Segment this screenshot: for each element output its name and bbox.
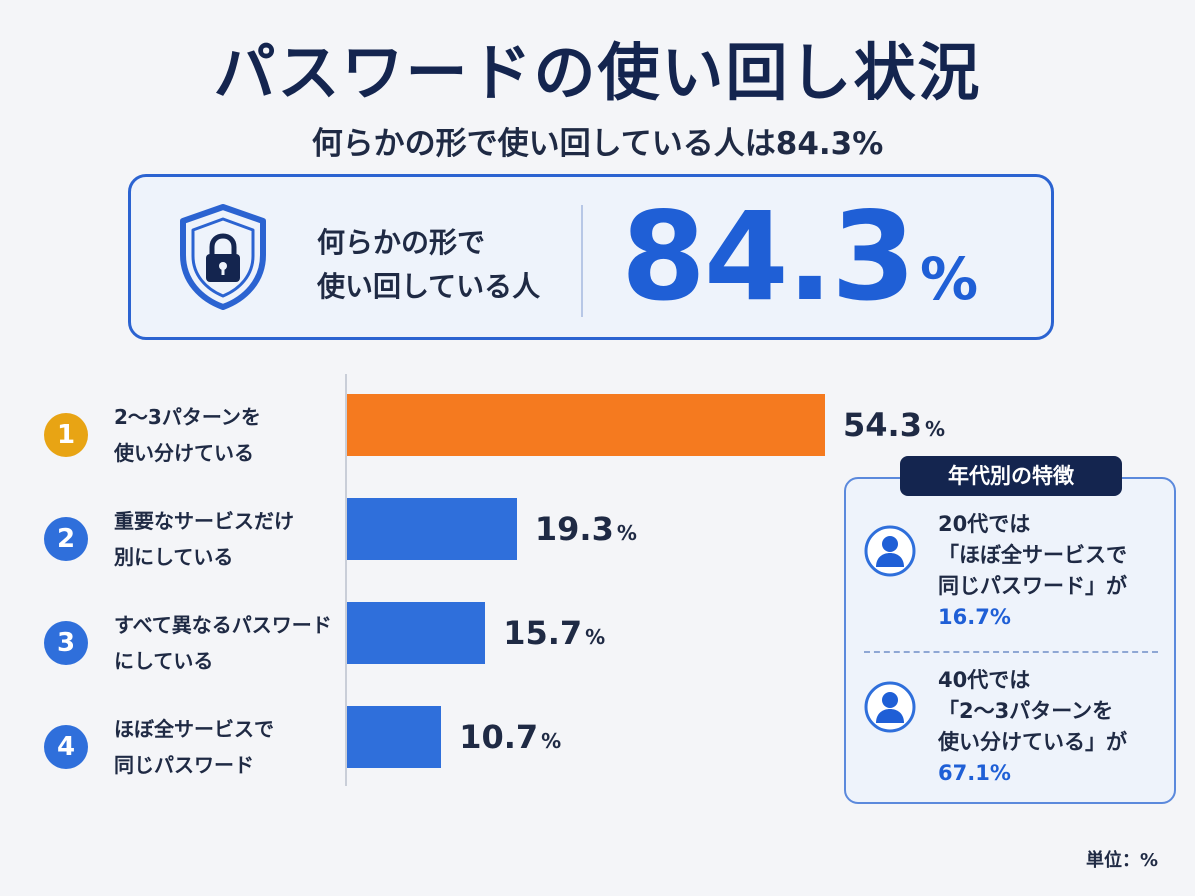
category-label: 重要なサービスだけ 別にしている <box>114 503 344 575</box>
age-feature-stat: 67.1% <box>938 761 1011 785</box>
side-divider <box>864 651 1158 653</box>
summary-value: 84.3% <box>621 186 978 349</box>
category-label: すべて異なるパスワード にしている <box>114 607 344 679</box>
age-features-panel: 20代では「ほぼ全サービスで 同じパスワード」が 16.7% 40代では「2～3パター… <box>844 477 1176 804</box>
age-feature-line2: 「ほぼ全サービスで <box>938 543 1127 567</box>
age-feature-line3: 使い分けている」が <box>938 730 1127 754</box>
chart-axis-line <box>345 374 347 786</box>
category-label: 2～3パターンを 使い分けている <box>114 399 344 471</box>
rank-badge: 4 <box>44 725 88 769</box>
rank-badge: 3 <box>44 621 88 665</box>
age-feature-text: 40代では「2～3パターンを 使い分けている」が 67.1% <box>938 665 1168 789</box>
bar <box>347 498 517 560</box>
value-unit: % <box>616 521 637 545</box>
unit-note: 単位：% <box>1086 850 1159 871</box>
bar-chart: 1 2～3パターンを 使い分けている 54.3% 2 重要なサービスだけ 別にしている 19.… <box>0 372 1195 792</box>
summary-label-line2: 使い回している人 <box>317 270 541 303</box>
value-unit: % <box>924 417 945 441</box>
shield-lock-icon <box>180 204 266 310</box>
summary-card: 何らかの形で 使い回している人 84.3% <box>128 174 1054 340</box>
category-label-line1: ほぼ全サービスで <box>114 717 274 741</box>
summary-divider <box>581 205 583 317</box>
value-number: 10.7 <box>459 718 539 756</box>
bar <box>347 706 442 768</box>
age-feature-line1: 20代では <box>938 512 1031 536</box>
age-feature-line2: 「2～3パターンを <box>938 699 1114 723</box>
page-subtitle: 何らかの形で使い回している人は84.3% <box>311 126 884 162</box>
summary-label-line1: 何らかの形で <box>317 226 486 259</box>
category-label-line1: すべて異なるパスワード <box>114 613 332 637</box>
category-label-line1: 重要なサービスだけ <box>114 509 294 533</box>
value-label: 19.3% <box>535 510 637 548</box>
category-label-line2: 使い分けている <box>114 441 254 465</box>
value-number: 15.7 <box>503 614 583 652</box>
age-feature-stat: 16.7% <box>938 605 1011 629</box>
category-label: ほぼ全サービスで 同じパスワード <box>114 711 344 783</box>
age-feature-text: 20代では「ほぼ全サービスで 同じパスワード」が 16.7% <box>938 509 1168 633</box>
age-features-header: 年代別の特徴 <box>900 456 1122 496</box>
value-label: 15.7% <box>503 614 605 652</box>
summary-value-unit: % <box>920 245 978 313</box>
summary-label: 何らかの形で 使い回している人 <box>317 221 577 309</box>
value-number: 54.3 <box>843 406 922 444</box>
page-title: パスワードの使い回し状況 <box>213 36 982 109</box>
rank-badge: 1 <box>44 413 88 457</box>
bar <box>347 602 486 664</box>
age-feature-line1: 40代では <box>938 668 1031 692</box>
category-label-line1: 2～3パターンを <box>114 405 261 429</box>
bar <box>347 394 825 456</box>
summary-value-number: 84.3 <box>621 186 916 328</box>
age-feature-line3: 同じパスワード」が <box>938 574 1127 598</box>
category-label-line2: 別にしている <box>114 545 234 569</box>
category-label-line2: 同じパスワード <box>114 753 254 777</box>
person-icon <box>864 525 916 577</box>
value-unit: % <box>541 729 562 753</box>
value-number: 19.3 <box>534 510 614 548</box>
value-unit: % <box>585 625 606 649</box>
value-label: 54.3% <box>843 406 945 444</box>
value-label: 10.7% <box>459 718 561 756</box>
person-icon <box>864 681 916 733</box>
rank-badge: 2 <box>44 517 88 561</box>
category-label-line2: にしている <box>114 649 214 673</box>
